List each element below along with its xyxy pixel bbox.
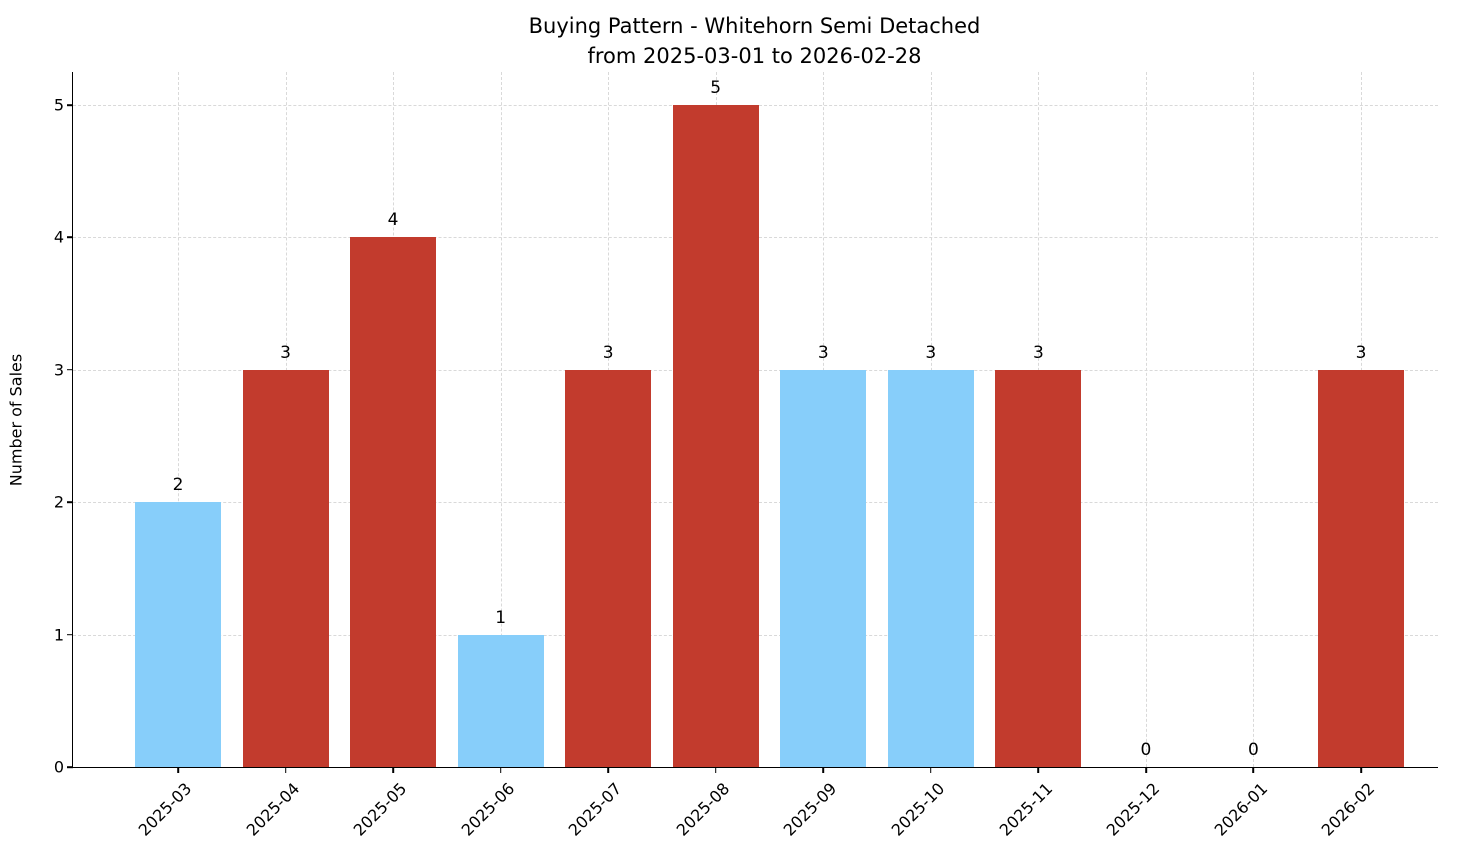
plot-area: 0 1 2 3 4 5 2 2025-03 3 2025-04 4 2025-05 1 2025-06 3 2… [54,72,1438,840]
vertical-gridline [1253,72,1255,767]
vertical-gridline [500,72,502,767]
bar-value-label: 3 [602,342,614,363]
x-tick-label: 2025-09 [780,779,841,840]
x-tick-mark [499,767,502,773]
bar [350,237,437,767]
chart-title-line2: from 2025-03-01 to 2026-02-28 [587,43,922,68]
bar-value-label: 3 [1355,342,1367,363]
y-tick-label: 1 [53,625,64,645]
bar-value-label: 3 [280,342,291,363]
y-tick-label: 0 [53,757,64,777]
bar [995,369,1082,767]
chart-title: Buying Pattern - Whitehorn Semi Detached… [72,12,1437,72]
vertical-gridline [1145,72,1147,767]
x-tick-label: 2025-12 [1102,779,1164,840]
chart-title-line1: Buying Pattern - Whitehorn Semi Detached [528,14,981,38]
vertical-gridline [178,72,179,767]
x-tick-mark [1037,767,1040,773]
y-tick-label: 4 [53,227,64,247]
y-tick-mark [67,104,73,106]
x-tick-mark [1145,767,1147,773]
bar-value-label: 3 [1032,342,1044,363]
x-tick-label: 2025-03 [134,779,196,840]
bar-value-label: 0 [1140,740,1152,760]
x-tick-label: 2025-08 [672,779,734,840]
bar [887,369,974,767]
bar-value-label: 2 [172,475,184,496]
y-axis-label: Number of Sales [6,353,26,487]
x-tick-mark [392,767,394,773]
x-tick-mark [1252,767,1255,773]
y-tick-mark [67,501,73,504]
x-tick-label: 2025-05 [349,779,411,840]
x-tick-mark [607,767,609,773]
x-tick-label: 2025-11 [995,779,1056,840]
x-tick-mark [714,767,717,773]
x-tick-mark [930,767,932,773]
bar [242,369,329,767]
x-tick-label: 2025-04 [242,779,303,840]
bar-value-label: 3 [925,342,937,363]
bar-value-label: 0 [1248,740,1259,760]
bar [565,369,652,767]
bar [457,634,544,767]
y-tick-label: 2 [53,492,64,512]
bar-value-label: 5 [710,78,722,99]
x-tick-label: 2025-06 [457,779,519,840]
bar [1318,369,1404,767]
x-tick-label: 2025-10 [887,779,949,840]
y-tick-mark [67,633,73,636]
bar-value-label: 3 [817,342,829,363]
x-tick-mark [822,767,825,773]
bar-value-label: 1 [495,607,507,628]
x-tick-label: 2025-07 [564,779,626,840]
y-tick-label: 3 [53,360,64,380]
x-tick-mark [1360,767,1362,773]
x-tick-mark [177,767,179,773]
bar-value-label: 4 [387,210,399,231]
bar [135,502,221,767]
bar [780,369,867,767]
y-tick-mark [67,766,73,768]
x-tick-mark [284,767,287,773]
y-tick-mark [67,236,73,239]
y-tick-label: 5 [53,95,64,115]
x-tick-label: 2026-02 [1317,779,1379,840]
x-tick-label: 2026-01 [1210,779,1271,840]
y-tick-mark [67,369,73,371]
bar [672,105,759,767]
